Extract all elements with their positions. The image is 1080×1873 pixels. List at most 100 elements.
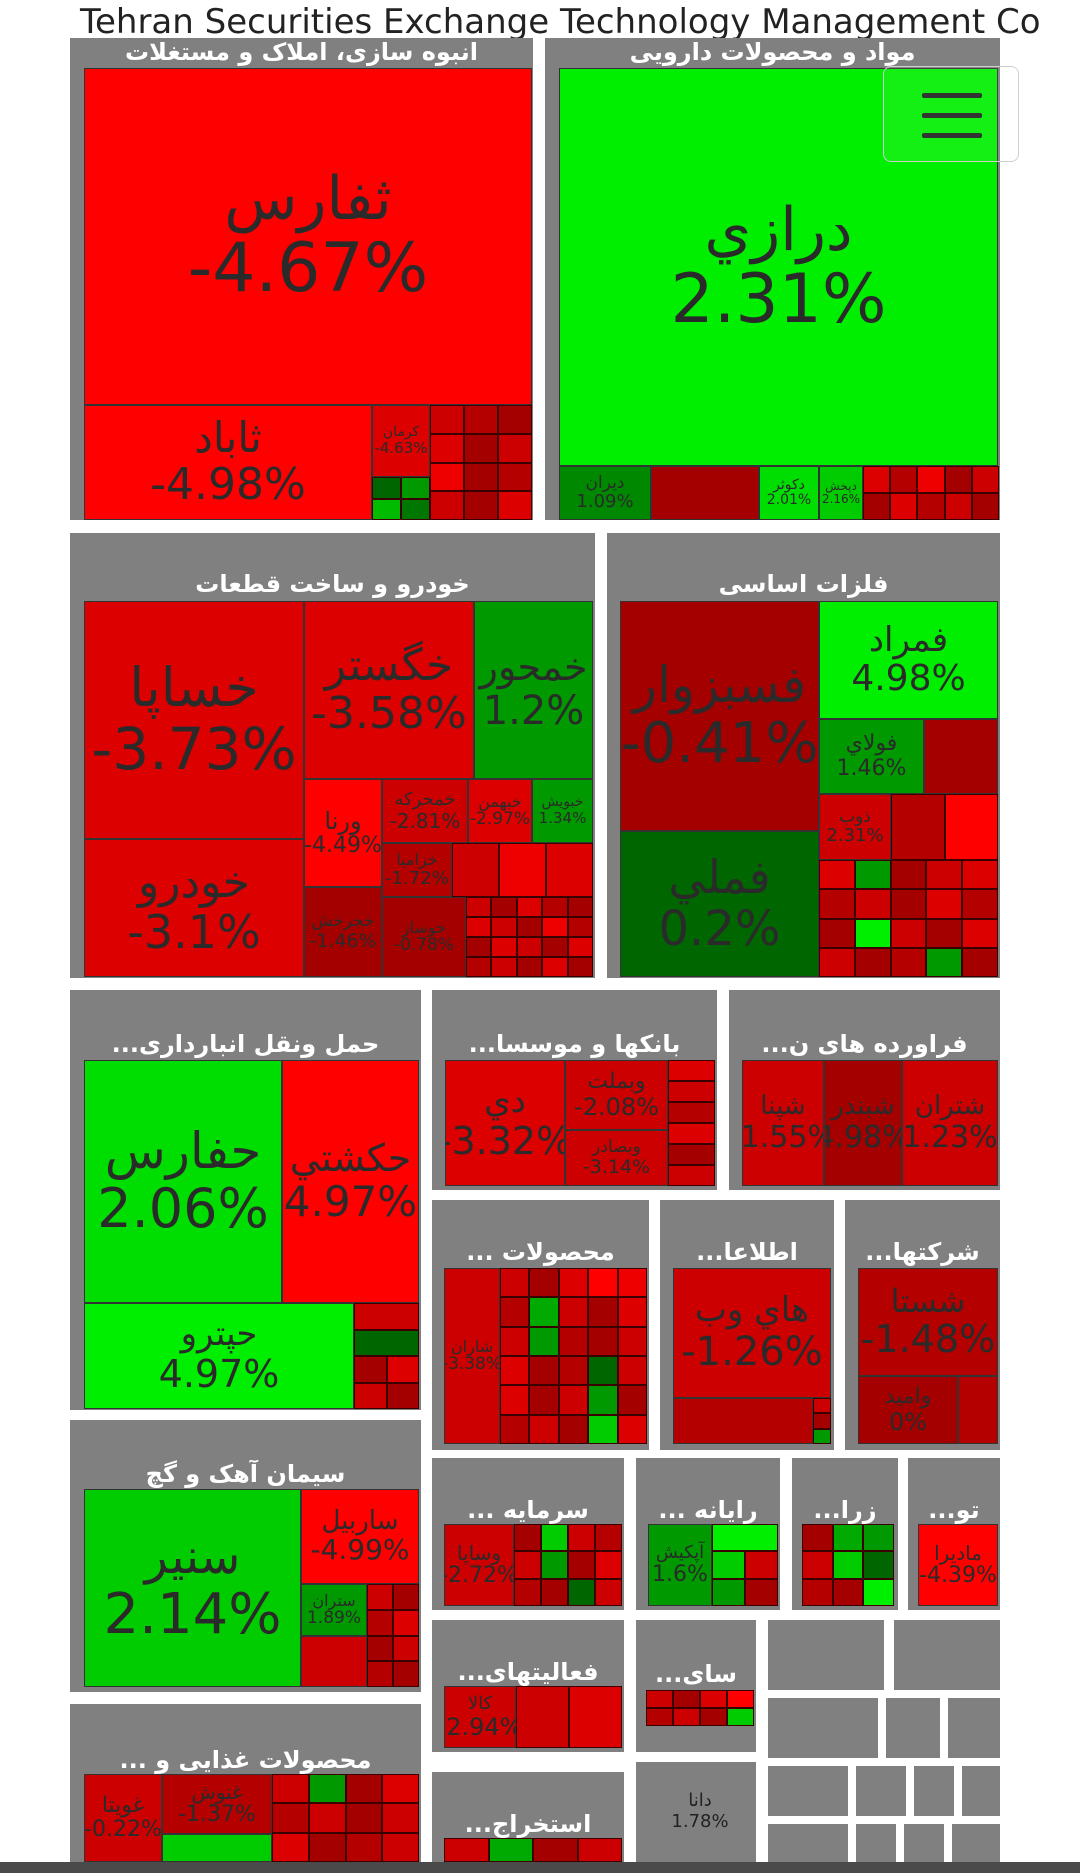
tile-small[interactable]: [958, 1376, 998, 1444]
small-tile[interactable]: [541, 1578, 568, 1606]
small-tile[interactable]: [617, 1414, 647, 1444]
small-tile[interactable]: [646, 1708, 673, 1726]
small-tile[interactable]: [926, 860, 963, 890]
small-tile[interactable]: [430, 433, 464, 463]
small-tile[interactable]: [514, 1524, 541, 1552]
small-tile[interactable]: [971, 466, 999, 493]
small-tile[interactable]: [516, 957, 543, 977]
tile-fmelli[interactable]: فملي 0.2%: [620, 831, 819, 977]
small-tile[interactable]: [345, 1832, 383, 1862]
small-tile[interactable]: [345, 1774, 383, 1804]
small-tile[interactable]: [890, 918, 927, 948]
small-tile[interactable]: [863, 466, 891, 493]
small-tile[interactable]: [546, 843, 593, 897]
small-tile[interactable]: [542, 937, 568, 957]
small-tile[interactable]: [813, 1413, 831, 1429]
tile-thabad[interactable]: ثاباد -4.98%: [84, 405, 372, 520]
small-tile[interactable]: [668, 1165, 715, 1186]
small-tile[interactable]: [500, 1385, 530, 1415]
small-tile[interactable]: [646, 1690, 673, 1708]
tile-khzamia[interactable]: خزاميا -1.72%: [382, 843, 452, 897]
small-tile[interactable]: [367, 1635, 393, 1662]
tile-khmehvar[interactable]: خمحور 1.2%: [474, 601, 593, 779]
tile-khodro[interactable]: خودرو -3.1%: [84, 839, 304, 977]
small-tile[interactable]: [668, 1102, 715, 1123]
small-tile[interactable]: [802, 1524, 833, 1552]
small-tile[interactable]: [558, 1297, 589, 1327]
small-tile[interactable]: [668, 1081, 715, 1102]
tile-dpakhsh[interactable]: دپخش 2.16%: [819, 466, 863, 520]
small-tile[interactable]: [673, 1708, 700, 1726]
small-tile[interactable]: [541, 1551, 568, 1579]
small-tile[interactable]: [944, 466, 972, 493]
small-tile[interactable]: [514, 1578, 541, 1606]
small-tile[interactable]: [819, 860, 855, 890]
small-tile[interactable]: [498, 462, 532, 492]
small-tile[interactable]: [617, 1356, 647, 1386]
small-tile[interactable]: [712, 1551, 745, 1579]
small-tile[interactable]: [464, 462, 498, 492]
tile-stran[interactable]: ستران 1.89%: [301, 1584, 367, 1636]
small-tile[interactable]: [891, 794, 945, 860]
small-tile[interactable]: [944, 493, 972, 520]
small-tile[interactable]: [393, 1584, 419, 1610]
tile-varna[interactable]: ورنا -4.49%: [304, 779, 382, 887]
tile-sarbil[interactable]: ساربيل -4.99%: [301, 1489, 419, 1584]
tile-vbsader[interactable]: وبصادر -3.14%: [565, 1130, 668, 1186]
small-tile[interactable]: [569, 1686, 622, 1748]
small-tile[interactable]: [514, 1551, 541, 1579]
small-tile[interactable]: [308, 1832, 346, 1862]
small-tile[interactable]: [588, 1297, 618, 1327]
small-tile[interactable]: [516, 917, 543, 937]
small-tile[interactable]: [430, 462, 464, 492]
tile-khmahrk[interactable]: خمحرکه -2.81%: [382, 779, 468, 843]
small-tile[interactable]: [944, 794, 998, 860]
small-tile[interactable]: [617, 1385, 647, 1415]
tile-fsabzevar[interactable]: فسبزوار -0.41%: [620, 601, 819, 831]
small-tile[interactable]: [498, 433, 532, 463]
small-tile[interactable]: [863, 1578, 894, 1606]
small-tile[interactable]: [926, 889, 963, 919]
small-tile[interactable]: [962, 889, 998, 919]
small-tile[interactable]: [745, 1551, 778, 1579]
small-tile[interactable]: [308, 1774, 346, 1804]
small-tile[interactable]: [529, 1356, 559, 1386]
small-tile[interactable]: [558, 1356, 589, 1386]
tile-foolad[interactable]: فولاي 1.46%: [819, 719, 924, 794]
small-tile[interactable]: [727, 1708, 754, 1726]
small-tile[interactable]: [668, 1060, 715, 1081]
small-tile[interactable]: [819, 889, 855, 919]
small-tile[interactable]: [464, 433, 498, 463]
small-tile[interactable]: [488, 1838, 533, 1862]
menu-button[interactable]: [883, 66, 1019, 162]
small-tile[interactable]: [516, 1686, 569, 1748]
tile-small[interactable]: [651, 466, 759, 520]
small-tile[interactable]: [802, 1551, 833, 1579]
tile-sharan[interactable]: شاران -3.38%: [444, 1268, 500, 1444]
small-tile[interactable]: [832, 1524, 864, 1552]
small-tile[interactable]: [466, 897, 492, 917]
tile-dana[interactable]: دانا 1.78%: [648, 1790, 752, 1840]
tile-chtro[interactable]: حپترو 4.97%: [84, 1303, 354, 1409]
small-tile[interactable]: [962, 918, 998, 948]
small-tile[interactable]: [393, 1635, 419, 1662]
small-tile[interactable]: [367, 1661, 393, 1687]
small-tile[interactable]: [712, 1578, 745, 1606]
tile-vbemelat[interactable]: وبملت -2.08%: [565, 1060, 668, 1130]
small-tile[interactable]: [567, 897, 593, 917]
small-tile[interactable]: [588, 1268, 618, 1298]
small-tile[interactable]: [272, 1774, 309, 1804]
small-tile[interactable]: [727, 1690, 754, 1708]
small-tile[interactable]: [568, 1551, 595, 1579]
tile-dkosar[interactable]: دکوثر 2.01%: [759, 466, 819, 520]
tile-small[interactable]: [301, 1636, 367, 1687]
small-tile[interactable]: [430, 491, 464, 520]
tile-khjarkh[interactable]: خجرخش -1.46%: [304, 887, 382, 977]
small-tile[interactable]: [617, 1326, 647, 1356]
small-tile[interactable]: [500, 1326, 530, 1356]
small-tile[interactable]: [401, 477, 430, 499]
small-tile[interactable]: [354, 1329, 419, 1356]
small-tile[interactable]: [971, 493, 999, 520]
small-tile[interactable]: [558, 1385, 589, 1415]
tile-diran[interactable]: ديران 1.09%: [559, 466, 651, 520]
